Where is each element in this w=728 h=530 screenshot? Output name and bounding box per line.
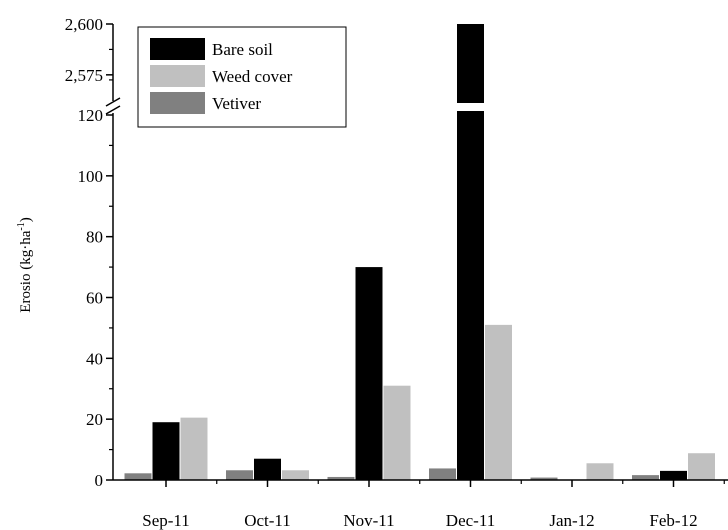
- legend-label-vetiver: Vetiver: [212, 94, 261, 113]
- bar-break-gap-jan-12: [557, 103, 587, 111]
- y-tick-label-20: 20: [86, 410, 103, 429]
- y-tick-label-100: 100: [78, 167, 104, 186]
- x-tick-label-oct-11: Oct-11: [244, 511, 291, 530]
- bar-bare-soil-dec-11: [457, 24, 484, 480]
- bar-weed-cover-dec-11: [485, 324, 512, 480]
- y-tick-label-upper-1: 2,600: [65, 15, 103, 34]
- bar-break-gap-dec-11: [456, 103, 485, 111]
- bar-vetiver-oct-11: [226, 470, 253, 480]
- x-tick-label-feb-12: Feb-12: [649, 511, 697, 530]
- x-tick-label-jan-12: Jan-12: [549, 511, 594, 530]
- y-axis-label-main: Erosio (kg·ha: [18, 230, 34, 312]
- bar-vetiver-nov-11: [327, 476, 355, 480]
- y-tick-label-60: 60: [86, 289, 103, 308]
- x-tick-label-nov-11: Nov-11: [343, 511, 394, 530]
- x-tick-label-sep-11: Sep-11: [142, 511, 190, 530]
- bar-weed-cover-sep-11: [180, 417, 208, 480]
- y-tick-label-120: 120: [78, 106, 104, 125]
- bar-weed-cover-nov-11: [383, 385, 411, 480]
- y-tick-label-40: 40: [86, 349, 103, 368]
- bar-vetiver-sep-11: [124, 473, 152, 480]
- bar-bare-soil-nov-11: [355, 267, 383, 480]
- bar-weed-cover-feb-12: [688, 453, 715, 480]
- legend-swatch-vetiver: [150, 92, 205, 114]
- axes-layer: 0 20 40 60 80 100 120 2,575 2,600 Sep-11 Oct-11 Nov…: [65, 15, 728, 530]
- bar-bare-soil-sep-11: [152, 422, 180, 480]
- x-tick-label-dec-11: Dec-11: [446, 511, 495, 530]
- bar-vetiver-dec-11: [429, 468, 456, 480]
- legend: Bare soil Weed cover Vetiver: [137, 26, 347, 128]
- y-tick-label-80: 80: [86, 228, 103, 247]
- legend-swatch-bare-soil: [150, 38, 205, 60]
- bars-layer: [124, 24, 715, 480]
- legend-label-weed-cover: Weed cover: [212, 67, 293, 86]
- legend-label-bare-soil: Bare soil: [212, 40, 273, 59]
- bar-weed-cover-jan-12: [586, 463, 614, 480]
- bar-bare-soil-feb-12: [660, 470, 687, 480]
- axis-break-mark-upper: [105, 97, 121, 107]
- bar-bare-soil-oct-11: [254, 458, 281, 480]
- y-tick-label-0: 0: [95, 471, 104, 490]
- y-tick-label-upper-0: 2,575: [65, 66, 103, 85]
- y-axis-label-close: ): [18, 217, 34, 222]
- bar-weed-cover-oct-11: [282, 470, 309, 480]
- axis-break-mark-lower: [105, 105, 121, 115]
- legend-swatch-weed-cover: [150, 65, 205, 87]
- y-axis-label: Erosio (kg·ha-1): [16, 217, 34, 312]
- bar-vetiver-jan-12: [530, 477, 558, 480]
- y-axis-label-sup: -1: [16, 222, 27, 230]
- bar-vetiver-feb-12: [632, 475, 659, 480]
